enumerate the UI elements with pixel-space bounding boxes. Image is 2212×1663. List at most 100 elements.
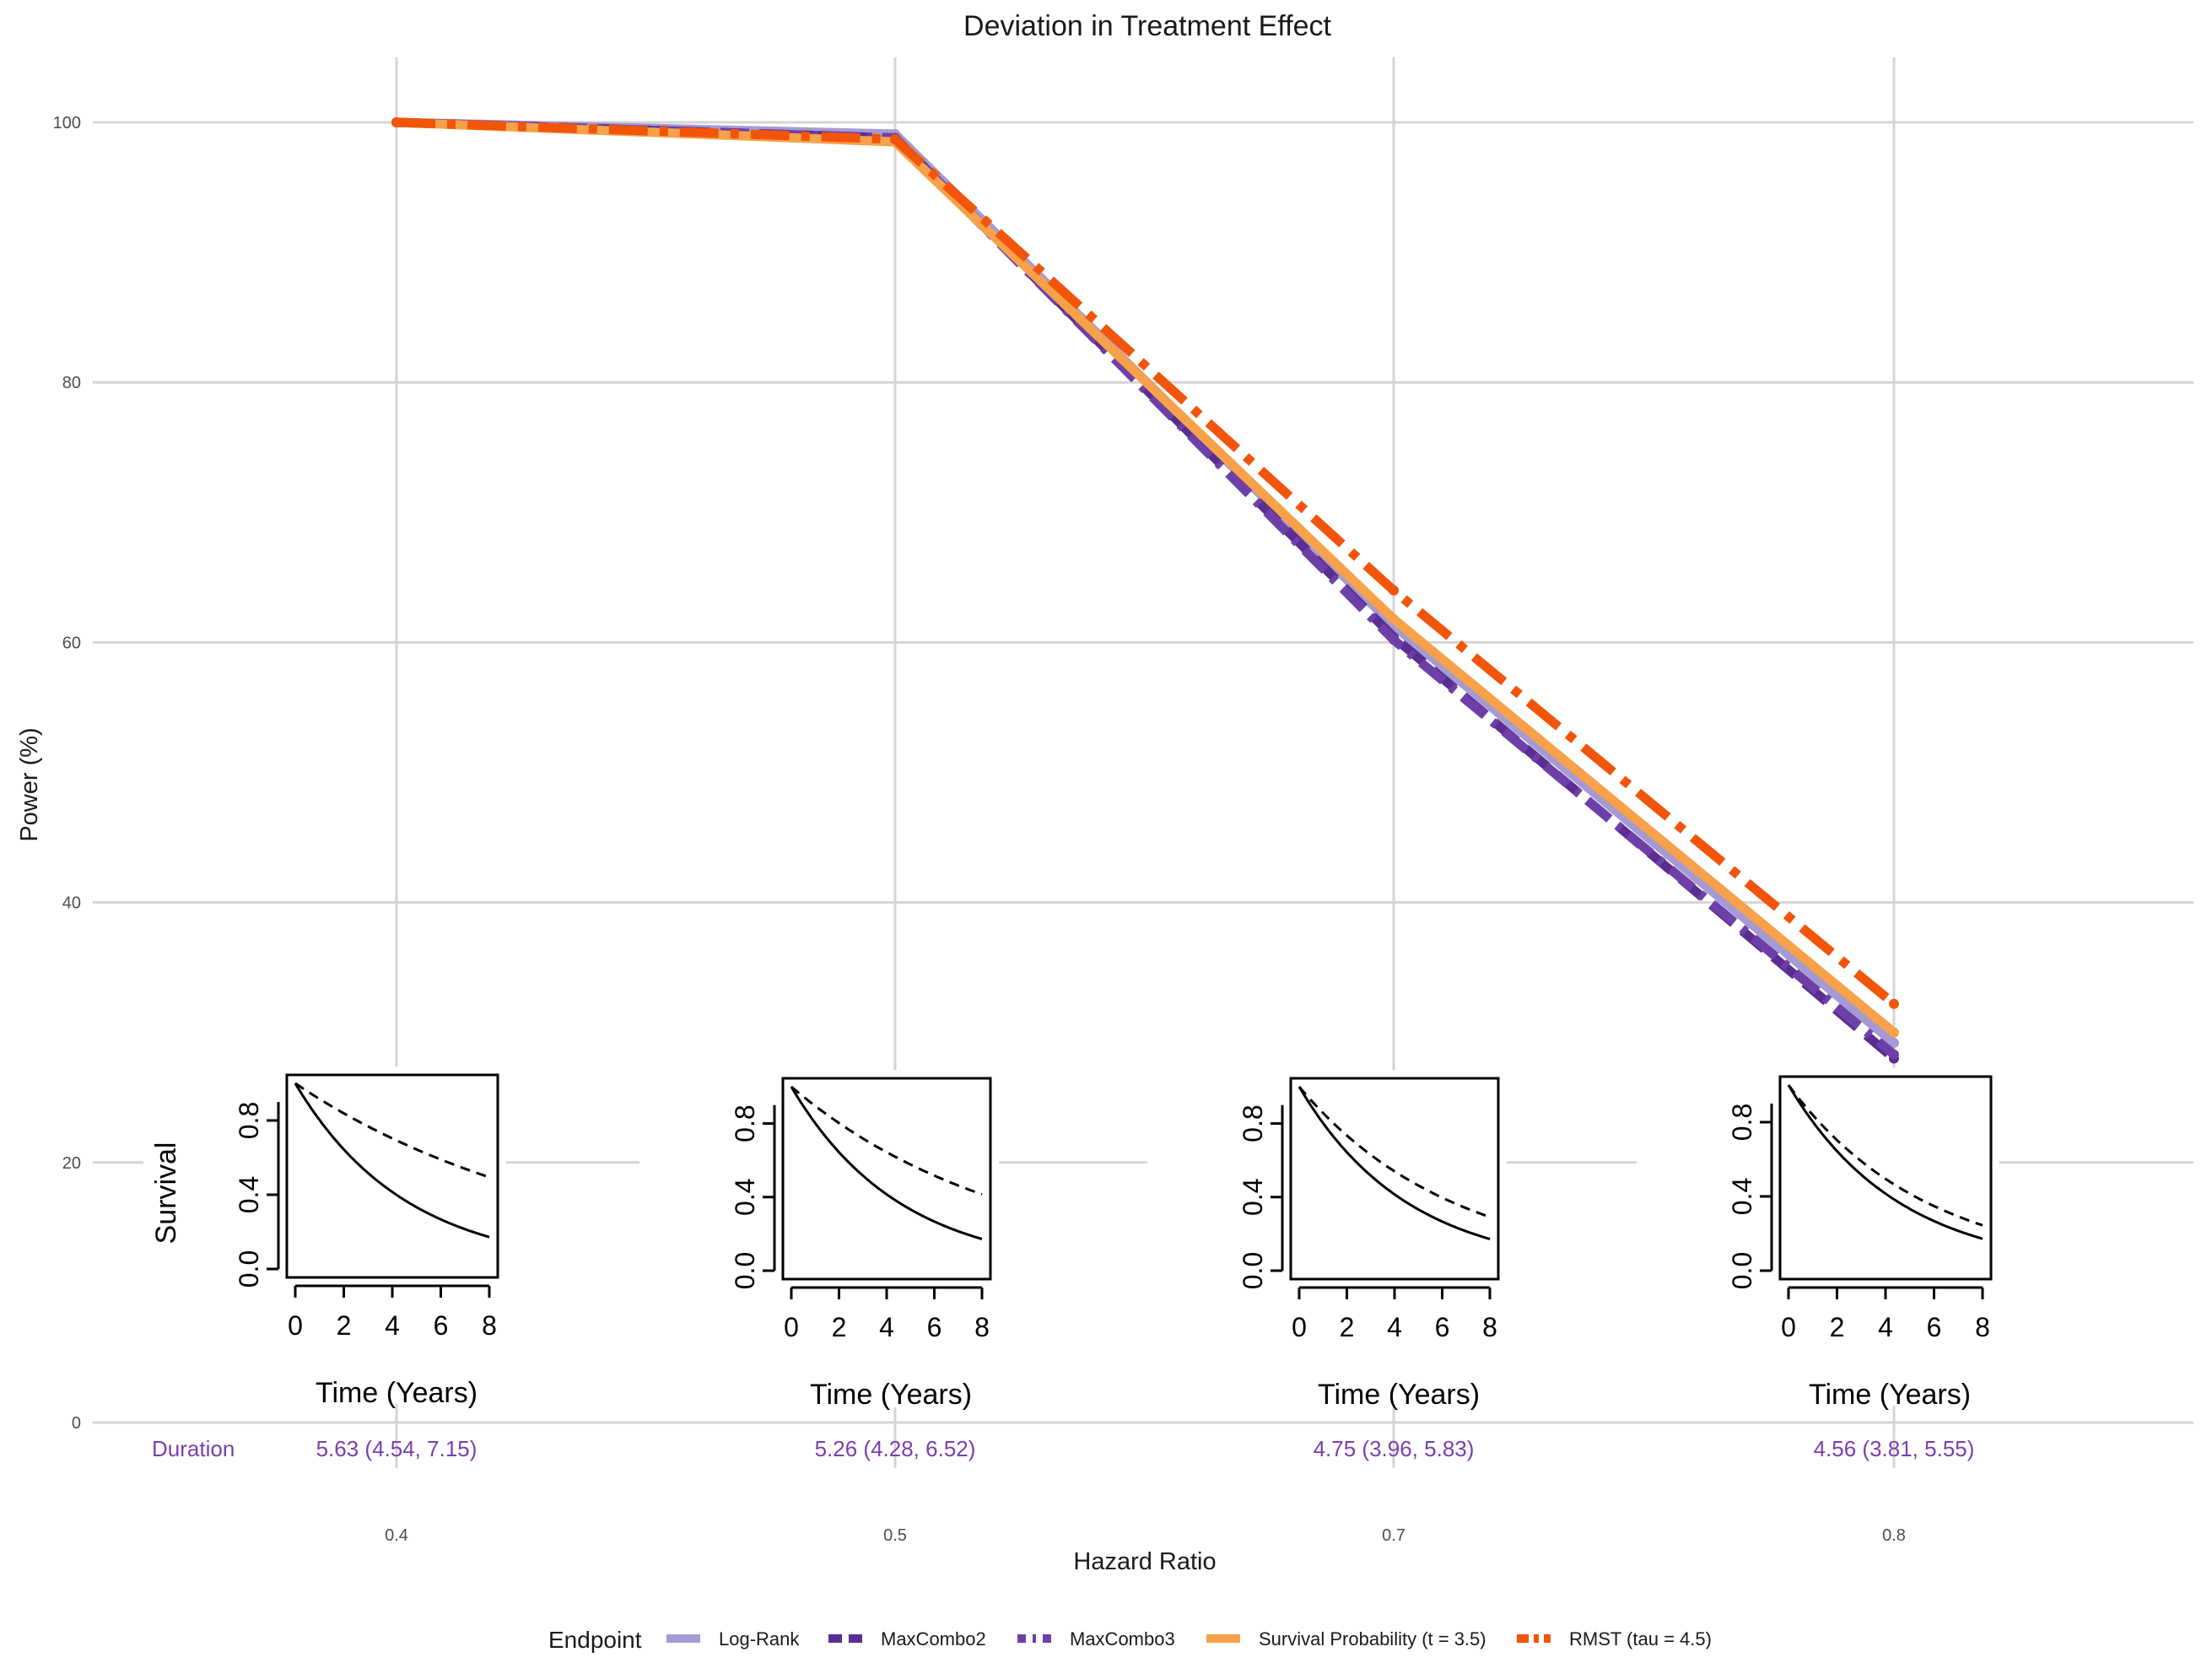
inset-control-curve [294,1083,490,1239]
inset-x-tick-label: 2 [832,1312,847,1342]
inset-y-axis: 0.0 0.4 0.8 [234,1102,280,1288]
inset-x-tick-label: 0 [288,1310,303,1341]
inset-y-axis: 0.0 0.4 0.8 [730,1104,776,1289]
inset-x-tick-label: 4 [1387,1312,1402,1342]
data-point [391,117,402,127]
data-point [1889,1049,1899,1060]
y-axis-title: Power (%) [16,727,43,841]
inset-control-curve [1787,1084,1983,1240]
legend-label: RMST (tau = 4.5) [1569,1628,1712,1650]
survival-inset: 0 2 4 6 8 0.0 0.4 0.8 Time (Years) [639,1070,999,1411]
y-tick-label: 80 [62,374,81,392]
survival-inset: 0 2 4 6 8 0.0 0.4 0.8 Time (Years) [1147,1070,1507,1411]
survival-inset: 0 2 4 6 8 0.0 0.4 0.8 Time (Years) Survival [143,1066,506,1409]
y-tick-label: 20 [62,1154,81,1173]
inset-y-label: Survival [150,1142,182,1245]
series-line-maxcombo2 [396,117,1897,1062]
series-line-log-rank [396,117,1897,1047]
inset-x-axis: 0 2 4 6 8 [1781,1286,1990,1342]
inset-x-tick-label: 8 [974,1312,990,1342]
y-axis: 0 20 40 60 80 100 [53,114,81,1433]
inset-x-tick-label: 2 [337,1310,352,1341]
legend-label: MaxCombo2 [881,1628,986,1650]
inset-x-tick-label: 0 [1781,1312,1796,1342]
inset-x-tick-label: 6 [1927,1312,1942,1342]
inset-x-label: Time (Years) [316,1377,477,1409]
inset-x-tick-label: 2 [1340,1312,1355,1342]
inset-x-tick-label: 6 [1435,1312,1450,1342]
inset-x-tick-label: 4 [879,1312,894,1342]
legend-title: Endpoint [548,1627,642,1653]
duration-label: Duration [152,1436,235,1461]
inset-x-tick-label: 8 [1482,1312,1497,1342]
inset-x-axis: 0 2 4 6 8 [1292,1286,1497,1342]
inset-x-axis: 0 2 4 6 8 [288,1284,497,1341]
inset-frame [285,1073,499,1279]
inset-treatment-curve [1787,1084,1983,1227]
x-tick-label: 0.7 [1382,1526,1405,1545]
inset-y-tick-label: 0.4 [1238,1179,1268,1216]
inset-x-tick-label: 8 [482,1310,497,1341]
inset-x-axis: 0 2 4 6 8 [784,1286,990,1342]
inset-y-tick-label: 0.0 [234,1250,264,1288]
inset-y-tick-label: 0.8 [234,1102,264,1139]
inset-y-tick-label: 0.4 [1727,1178,1757,1215]
x-tick-label: 0.8 [1882,1526,1906,1545]
data-point [1389,634,1399,645]
duration-value: 5.26 (4.28, 6.52) [815,1436,976,1461]
data-point [1389,585,1399,596]
y-tick-label: 40 [62,894,81,913]
duration-value: 4.75 (3.96, 5.83) [1314,1436,1475,1461]
inset-x-tick-label: 4 [1878,1312,1893,1342]
duration-row: Duration 5.63 (4.54, 7.15) 5.26 (4.28, 6.… [152,1436,1974,1461]
data-point [1889,1038,1899,1048]
data-point [890,134,900,144]
x-tick-label: 0.4 [385,1526,408,1545]
series-line-survival-probability-t-3-5 [396,117,1897,1036]
y-tick-label: 60 [62,634,81,652]
inset-x-tick-label: 6 [434,1310,449,1341]
inset-y-tick-label: 0.4 [234,1176,264,1213]
duration-value: 5.63 (4.54, 7.15) [316,1436,477,1461]
inset-treatment-curve [790,1085,983,1196]
inset-control-curve [790,1086,983,1240]
inset-y-axis: 0.0 0.4 0.8 [1238,1104,1284,1289]
survival-inset: 0 2 4 6 8 0.0 0.4 0.8 Time (Years) [1637,1068,1999,1411]
inset-frame [1289,1077,1500,1281]
inset-y-tick-label: 0.0 [1727,1252,1757,1289]
inset-y-tick-label: 0.8 [1727,1104,1757,1141]
inset-y-tick-label: 0.8 [1238,1104,1268,1142]
inset-y-axis: 0.0 0.4 0.8 [1727,1104,1773,1289]
inset-y-tick-label: 0.0 [730,1252,760,1289]
x-axis-title: Hazard Ratio [1073,1548,1216,1575]
inset-x-label: Time (Years) [810,1379,972,1411]
x-axis: 0.4 0.5 0.7 0.8 [385,1526,1906,1545]
duration-value: 4.56 (3.81, 5.55) [1814,1436,1975,1461]
data-point [1889,1027,1899,1038]
legend-label: Log-Rank [719,1628,800,1650]
inset-x-tick-label: 4 [385,1310,400,1341]
inset-frame [781,1077,992,1281]
inset-x-tick-label: 8 [1975,1312,1990,1342]
data-point [1389,613,1399,624]
data-point [1889,998,1899,1009]
inset-x-label: Time (Years) [1809,1379,1971,1411]
legend-label: Survival Probability (t = 3.5) [1259,1628,1486,1650]
inset-x-tick-label: 0 [784,1312,799,1342]
y-tick-label: 100 [53,114,81,132]
y-tick-label: 0 [72,1414,81,1433]
x-tick-label: 0.5 [883,1526,907,1545]
series-line-maxcombo3 [396,117,1897,1059]
legend: Endpoint Log-Rank MaxCombo2 MaxCombo3 Survi… [548,1627,1712,1653]
inset-control-curve [1298,1086,1491,1240]
inset-x-label: Time (Years) [1318,1379,1480,1411]
inset-x-tick-label: 6 [927,1312,942,1342]
series-line-rmst-tau-4-5 [396,117,1897,1008]
inset-x-tick-label: 0 [1292,1312,1307,1342]
inset-y-tick-label: 0.0 [1238,1252,1268,1289]
inset-treatment-curve [294,1082,490,1179]
series [391,117,1899,1064]
inset-y-tick-label: 0.8 [730,1104,760,1142]
